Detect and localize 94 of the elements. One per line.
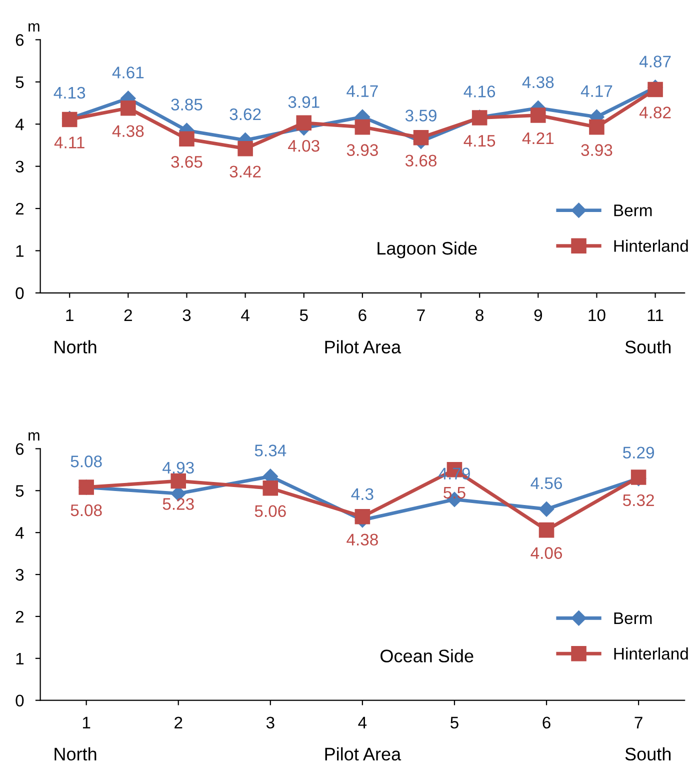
data-label: 4.13: [54, 86, 86, 99]
data-label: 3.91: [288, 96, 320, 108]
data-label: 4.21: [522, 132, 554, 144]
data-label: 3.68: [405, 154, 437, 167]
y-tick-label: 1: [16, 652, 24, 664]
data-label: 5.32: [623, 494, 654, 506]
legend-label: Hinterland: [614, 647, 688, 660]
text: North: [54, 340, 96, 354]
x-tick-label: 6: [358, 309, 366, 322]
data-label: 5.5: [444, 486, 466, 499]
data-label: 3.93: [346, 144, 378, 156]
data-label: 3.59: [405, 110, 436, 122]
y-tick-label: 4: [15, 527, 24, 539]
point: [120, 100, 136, 116]
y-tick-label: 1: [16, 245, 24, 257]
legend-label: Berm: [614, 612, 652, 624]
data-label: 4.38: [112, 125, 144, 137]
data-label: 5.06: [254, 505, 286, 518]
data-label: 4.38: [346, 534, 378, 546]
annotation: Ocean Side: [380, 649, 474, 662]
data-label: 5.29: [623, 446, 654, 459]
data-label: 4.61: [112, 66, 144, 78]
y-tick-label: 2: [16, 610, 24, 622]
point: [589, 119, 604, 135]
y-tick-label: 0: [16, 287, 24, 300]
annotation: Lagoon Side: [378, 241, 477, 258]
x-tick-label: 1: [66, 309, 74, 321]
data-label: 5.34: [254, 444, 286, 456]
data-label: 5.23: [162, 498, 194, 510]
data-label: 4.82: [639, 106, 671, 118]
point: [170, 473, 186, 489]
y-tick-label: 3: [16, 160, 24, 173]
text: Pilot Area: [325, 747, 402, 761]
data-label: 4.16: [464, 86, 496, 98]
data-label: 4.56: [530, 477, 562, 490]
legend-label: Berm: [614, 204, 652, 216]
text: South: [625, 340, 671, 354]
data-label: 4.17: [346, 85, 378, 97]
y-tick-label: 2: [16, 202, 24, 215]
point: [354, 509, 370, 524]
data-label: 4.93: [162, 462, 194, 474]
text: North: [54, 747, 96, 761]
x-tick-label: 1: [82, 716, 90, 728]
data-label: 3.62: [230, 108, 261, 120]
legend-label: Hinterland: [614, 240, 688, 252]
data-label: 4.38: [522, 76, 554, 88]
y-tick-label: 6: [16, 34, 24, 46]
text: Pilot Area: [325, 340, 402, 354]
y-axis-title: m: [28, 432, 40, 440]
x-tick-label: 3: [266, 716, 274, 729]
data-label: 4.15: [464, 135, 496, 147]
point: [296, 115, 312, 130]
data-label: 4.17: [580, 85, 612, 97]
data-label: 5.08: [70, 456, 102, 468]
x-tick-label: 5: [300, 309, 308, 322]
point: [538, 502, 554, 517]
y-tick-label: 0: [16, 694, 24, 707]
y-tick-label: 5: [16, 485, 24, 497]
x-tick-label: 5: [450, 716, 458, 729]
data-label: 4.87: [639, 56, 671, 68]
point: [413, 130, 429, 146]
x-tick-label: 6: [542, 716, 550, 729]
point: [538, 522, 554, 538]
data-label: 4.03: [288, 140, 320, 152]
data-label: 3.93: [581, 144, 612, 156]
x-tick-label: 7: [417, 309, 425, 321]
x-tick-label: 3: [182, 309, 191, 322]
x-tick-label: 4: [358, 716, 367, 728]
y-tick-label: 5: [16, 76, 24, 88]
x-tick-label: 4: [241, 309, 250, 321]
point: [179, 131, 194, 147]
point: [530, 108, 546, 123]
x-tick-label: 8: [476, 309, 484, 322]
x-tick-label: 2: [124, 309, 132, 321]
data-label: 4.11: [54, 136, 84, 148]
y-axis-title: m: [28, 23, 40, 32]
y-tick-label: 3: [16, 568, 24, 581]
point: [238, 140, 253, 156]
data-label: 3.42: [230, 166, 261, 178]
x-tick-label: 11: [648, 309, 664, 321]
point: [354, 119, 370, 135]
x-tick-label: 10: [588, 309, 606, 322]
text: South: [625, 747, 671, 761]
point: [262, 480, 278, 496]
x-tick-label: 9: [534, 309, 542, 322]
y-tick-label: 4: [15, 118, 24, 130]
x-tick-label: 7: [634, 716, 642, 728]
data-label: 3.65: [171, 156, 202, 168]
data-label: 4.06: [530, 547, 562, 559]
data-label: 4.3: [351, 488, 374, 500]
x-tick-label: 2: [174, 716, 182, 728]
data-label: 5.08: [70, 504, 102, 516]
y-tick-label: 6: [16, 443, 24, 455]
data-label: 3.85: [171, 98, 202, 110]
